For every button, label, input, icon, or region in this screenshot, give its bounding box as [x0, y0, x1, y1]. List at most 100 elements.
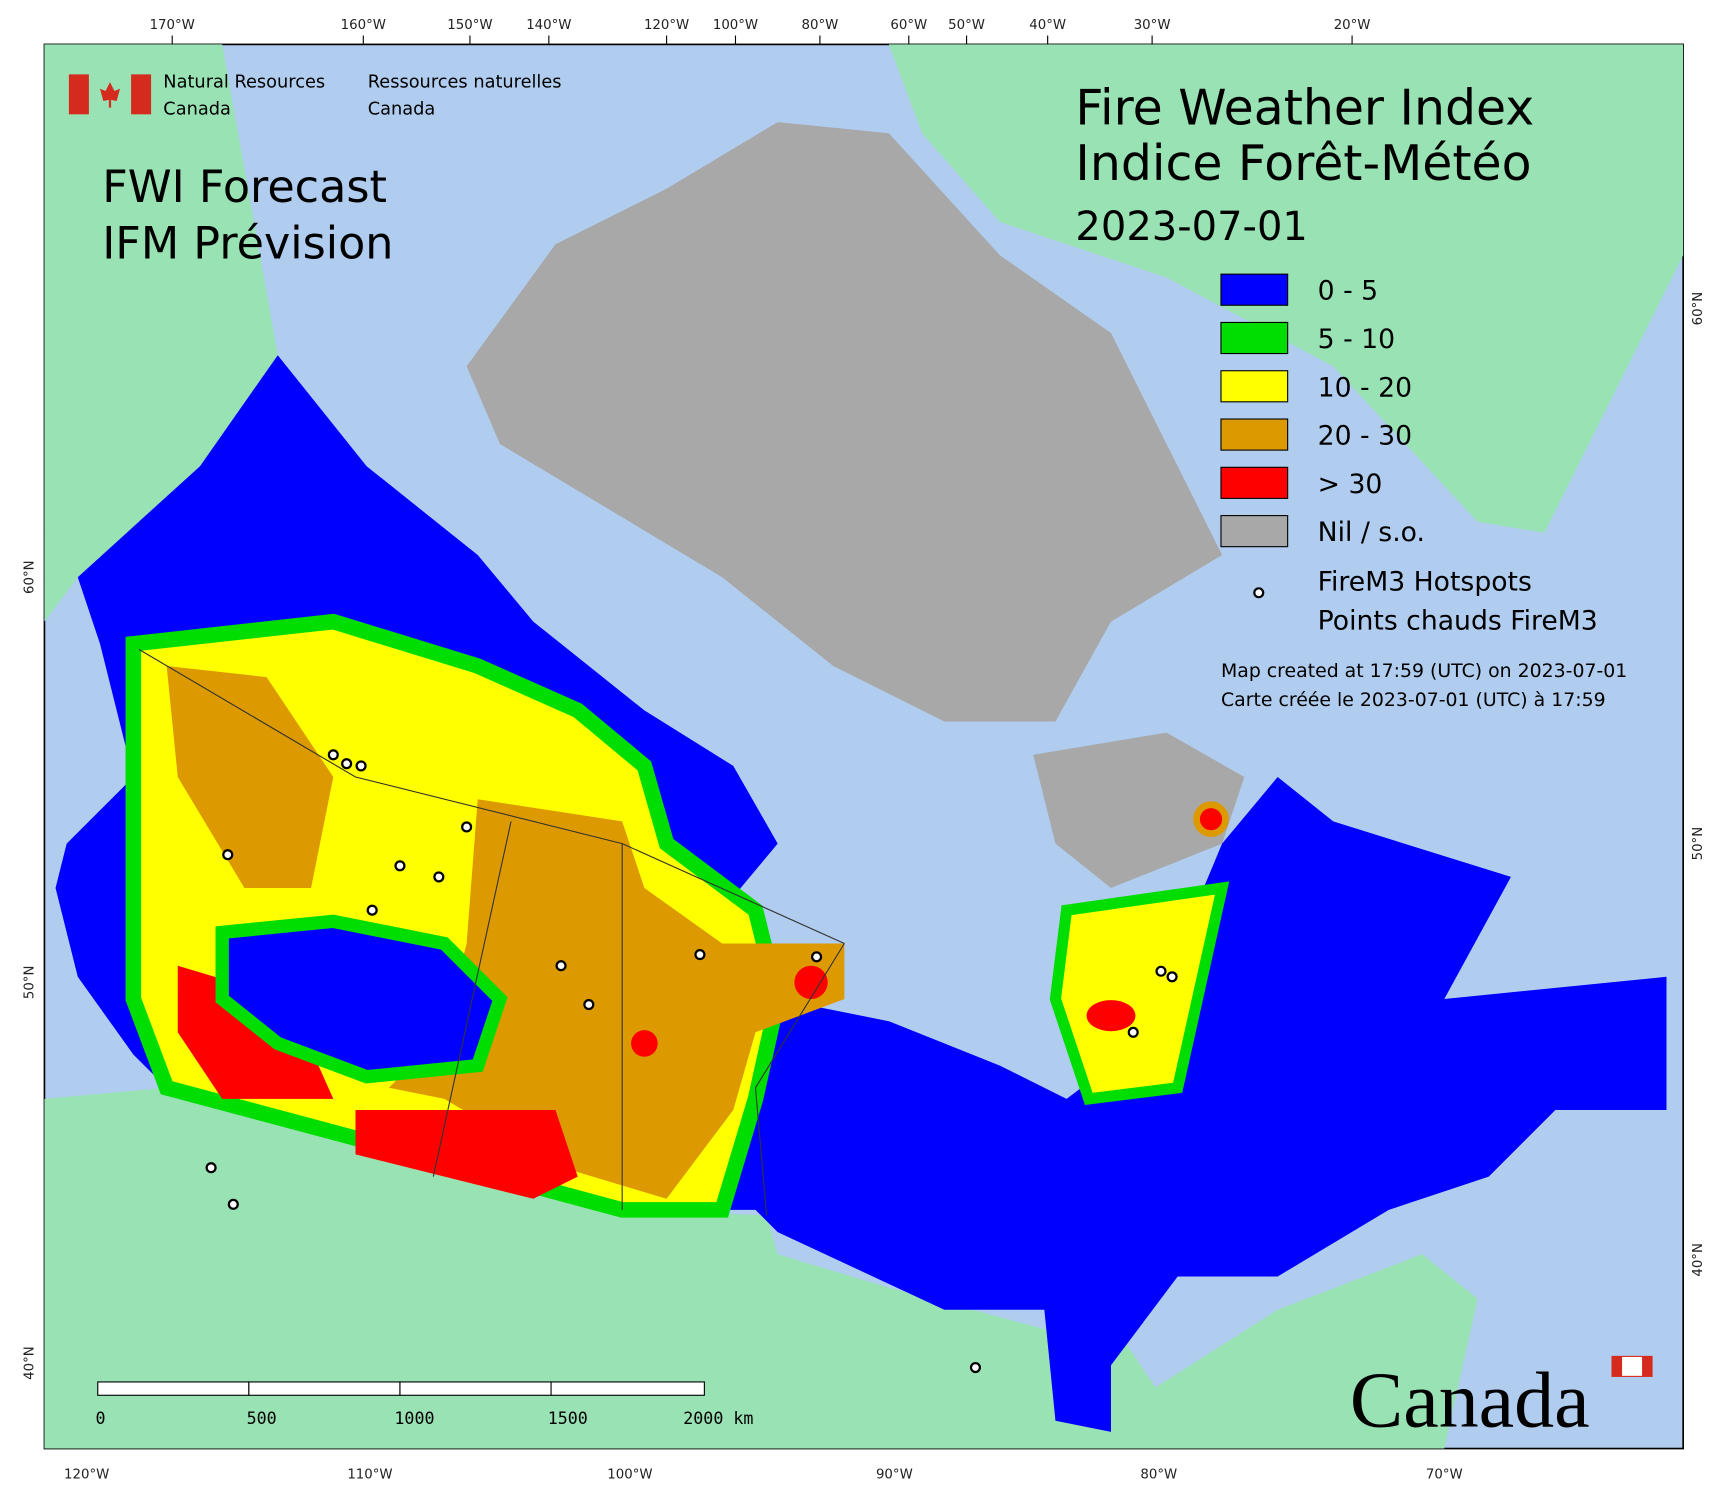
legend-label: 5 - 10 [1318, 324, 1395, 355]
scale-label: 1000 [394, 1409, 434, 1428]
map-note: Map created at 17:59 (UTC) on 2023-07-01 [1221, 660, 1627, 682]
legend-label: 0 - 5 [1318, 276, 1378, 307]
legend-swatch [1220, 273, 1289, 306]
legend-swatch [1220, 418, 1289, 451]
longitude-label: 30°W [1134, 18, 1171, 33]
longitude-label: 100°W [607, 1468, 652, 1483]
fire-zone-red [1086, 1000, 1136, 1032]
latitude-label: 60°N [1691, 292, 1706, 326]
logo: Natural Resources Canada Ressources natu… [68, 73, 562, 119]
hotspot [355, 760, 367, 772]
agency-en: Natural Resources [163, 73, 325, 93]
latitude-label: 40°N [1691, 1243, 1706, 1277]
fire-zone-prairies [388, 799, 845, 1199]
hotspot [394, 860, 406, 872]
agency-en: Canada [163, 99, 231, 119]
low-zone [215, 914, 508, 1084]
fire-zone-red [355, 1110, 578, 1199]
wordmark: Canada [1350, 1355, 1653, 1444]
scale-label: 2000 km [683, 1409, 753, 1428]
base-map [44, 44, 1684, 1449]
legend-swatch [1220, 466, 1289, 499]
scale-segment [248, 1381, 401, 1396]
hotspot [366, 904, 378, 916]
agency-fr: Canada [368, 99, 436, 119]
hotspot [222, 849, 234, 861]
flag-bar [68, 74, 89, 115]
scale-label: 0 [96, 1409, 106, 1428]
scale-bar [97, 1381, 705, 1396]
longitude-label: 160°W [341, 18, 386, 33]
scale-segment [399, 1381, 552, 1396]
longitude-label: 90°W [876, 1468, 913, 1483]
longitude-label: 70°W [1426, 1468, 1463, 1483]
legend-label: FireM3 Hotspots [1318, 567, 1532, 598]
wordmark-flag [1612, 1356, 1623, 1377]
hotspot [327, 749, 339, 761]
fire-zone-red [631, 1030, 658, 1057]
scale-label: 1500 [548, 1409, 588, 1428]
united-states [44, 1087, 1478, 1449]
hotspot [1127, 1026, 1139, 1038]
map-title: Indice Forêt-Météo [1075, 135, 1531, 192]
legend-label: 10 - 20 [1318, 372, 1412, 403]
longitude-label: 40°W [1029, 18, 1066, 33]
hotspot [227, 1198, 239, 1210]
hotspot [461, 821, 473, 833]
map-date: 2023-07-01 [1075, 204, 1307, 250]
border [138, 648, 845, 945]
border [432, 821, 512, 1177]
maple-leaf [99, 82, 120, 108]
longitude-label: 170°W [150, 18, 195, 33]
latitude-label: 50°N [1691, 827, 1706, 861]
northern-quebec [1033, 732, 1245, 888]
fire-zone-nw [166, 666, 334, 888]
arctic-islands [466, 122, 1223, 722]
longitude-label: 80°W [802, 18, 839, 33]
longitude-label: 120°W [64, 1468, 109, 1483]
scale-label: 500 [247, 1409, 277, 1428]
graticule-labels: 170°W 160°W 150°W 140°W 120°W 100°W 80°W 60°W 50… [22, 18, 1706, 1483]
legend: 0 - 5 5 - 10 10 - 20 20 - 30 > 30 Nil / s.o. [1220, 273, 1425, 548]
product-title: IFM Prévision [102, 219, 393, 270]
map-title: Fire Weather Index [1075, 79, 1534, 136]
hotspot [1166, 971, 1178, 983]
longitude-label: 20°W [1334, 18, 1371, 33]
legend-swatch [1220, 321, 1289, 355]
longitude-label: 140°W [526, 18, 571, 33]
border [754, 943, 845, 1216]
legend-label: > 30 [1318, 469, 1383, 500]
flag-bar [131, 74, 152, 115]
hotspot [811, 951, 823, 963]
fire-zone-red [794, 965, 828, 999]
legend-swatch [1220, 515, 1289, 548]
fire-zone-quebec [1049, 881, 1230, 1105]
agency-fr: Ressources naturelles [368, 73, 562, 93]
scale-labels: 0 500 1000 1500 2000 km [96, 1409, 754, 1428]
legend-label: Points chauds FireM3 [1318, 605, 1598, 636]
hotspot [969, 1361, 982, 1374]
scale-segment [550, 1381, 705, 1396]
longitude-label: 100°W [713, 18, 758, 33]
product-title: FWI Forecast [102, 162, 387, 213]
hotspot [433, 871, 445, 883]
fire-zone-red [1193, 801, 1229, 837]
legend-label: Nil / s.o. [1318, 517, 1425, 548]
longitude-label: 150°W [447, 18, 492, 33]
latitude-label: 50°N [22, 966, 37, 1000]
hotspots [205, 749, 1178, 1374]
hotspot [1155, 965, 1167, 977]
longitude-label: 110°W [347, 1468, 392, 1483]
legend-label: 20 - 30 [1318, 421, 1412, 452]
alaska [44, 44, 278, 622]
canada-wordmark: Canada [1350, 1356, 1590, 1444]
hotspot [555, 960, 567, 972]
hotspot [341, 758, 353, 770]
map-note: Carte créée le 2023-07-01 (UTC) à 17:59 [1221, 689, 1606, 711]
longitude-label: 120°W [644, 18, 689, 33]
longitude-label: 60°W [890, 18, 927, 33]
hotspot [583, 999, 595, 1011]
longitude-label: 80°W [1140, 1468, 1177, 1483]
latitude-label: 40°N [22, 1346, 37, 1380]
